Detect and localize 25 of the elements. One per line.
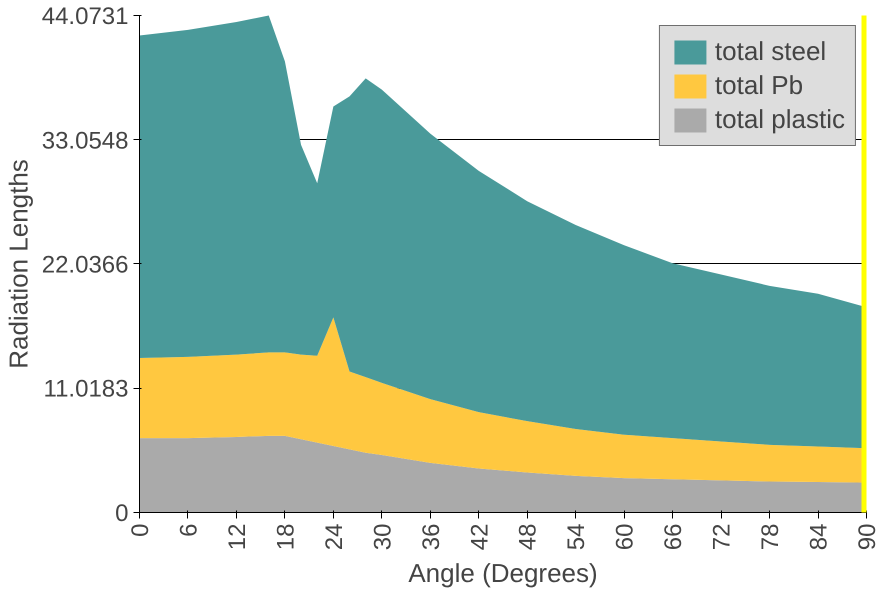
y-tick-label: 22.0366	[42, 252, 129, 278]
x-tick-label: 6	[175, 523, 202, 537]
legend-label: total Pb	[714, 70, 804, 101]
x-tick-label: 84	[806, 523, 833, 550]
x-tick-label: 90	[854, 523, 881, 550]
y-tick-label: 44.0731	[42, 3, 129, 30]
x-tick-label: 66	[660, 523, 688, 550]
y-tick-label: 33.0548	[42, 127, 129, 154]
y-axis-title: Radiation Lengths	[4, 159, 34, 369]
legend-label: total steel	[714, 36, 826, 67]
y-tick-label: 11.0183	[44, 376, 129, 403]
x-tick-label: 12	[224, 523, 251, 550]
x-tick-label: 18	[272, 523, 300, 550]
x-tick-label: 36	[418, 523, 445, 550]
x-axis-title: Angle (Degrees)	[408, 558, 598, 588]
legend-label: total plastic	[714, 104, 845, 135]
x-tick-label: 30	[369, 523, 396, 550]
x-tick-label: 24	[320, 523, 348, 550]
x-tick-label: 54	[563, 523, 590, 550]
x-tick-label: 60	[612, 523, 639, 550]
x-tick-label: 0	[127, 523, 154, 537]
x-tick-label: 48	[514, 523, 542, 550]
x-tick-label: 78	[757, 523, 784, 550]
x-tick-label: 72	[708, 523, 736, 550]
x-tick-label: 42	[466, 523, 494, 550]
